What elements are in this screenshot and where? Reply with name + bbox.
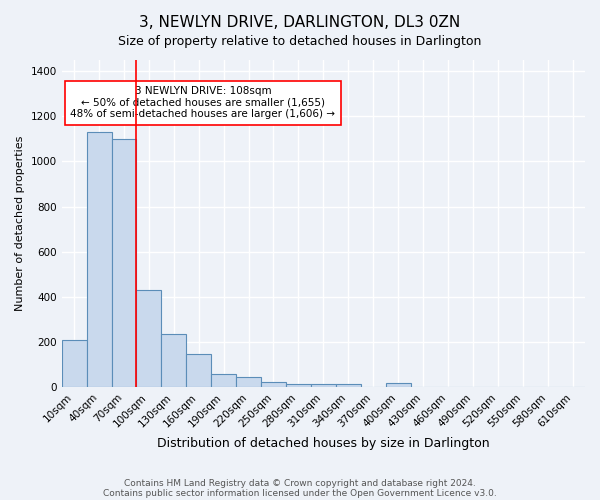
Text: 3, NEWLYN DRIVE, DARLINGTON, DL3 0ZN: 3, NEWLYN DRIVE, DARLINGTON, DL3 0ZN: [139, 15, 461, 30]
Bar: [311, 384, 336, 387]
Text: Contains HM Land Registry data © Crown copyright and database right 2024.: Contains HM Land Registry data © Crown c…: [124, 478, 476, 488]
Y-axis label: Number of detached properties: Number of detached properties: [15, 136, 25, 311]
Bar: [336, 384, 361, 387]
Bar: [386, 383, 410, 387]
Bar: [136, 290, 161, 387]
Bar: [261, 382, 286, 387]
Bar: [112, 139, 136, 387]
Bar: [186, 354, 211, 387]
Bar: [86, 132, 112, 387]
Text: Contains public sector information licensed under the Open Government Licence v3: Contains public sector information licen…: [103, 488, 497, 498]
Bar: [211, 374, 236, 387]
Text: 3 NEWLYN DRIVE: 108sqm
← 50% of detached houses are smaller (1,655)
48% of semi-: 3 NEWLYN DRIVE: 108sqm ← 50% of detached…: [70, 86, 335, 120]
Bar: [161, 334, 186, 387]
Bar: [62, 340, 86, 387]
Bar: [236, 377, 261, 387]
Text: Size of property relative to detached houses in Darlington: Size of property relative to detached ho…: [118, 35, 482, 48]
Bar: [286, 384, 311, 387]
X-axis label: Distribution of detached houses by size in Darlington: Distribution of detached houses by size …: [157, 437, 490, 450]
